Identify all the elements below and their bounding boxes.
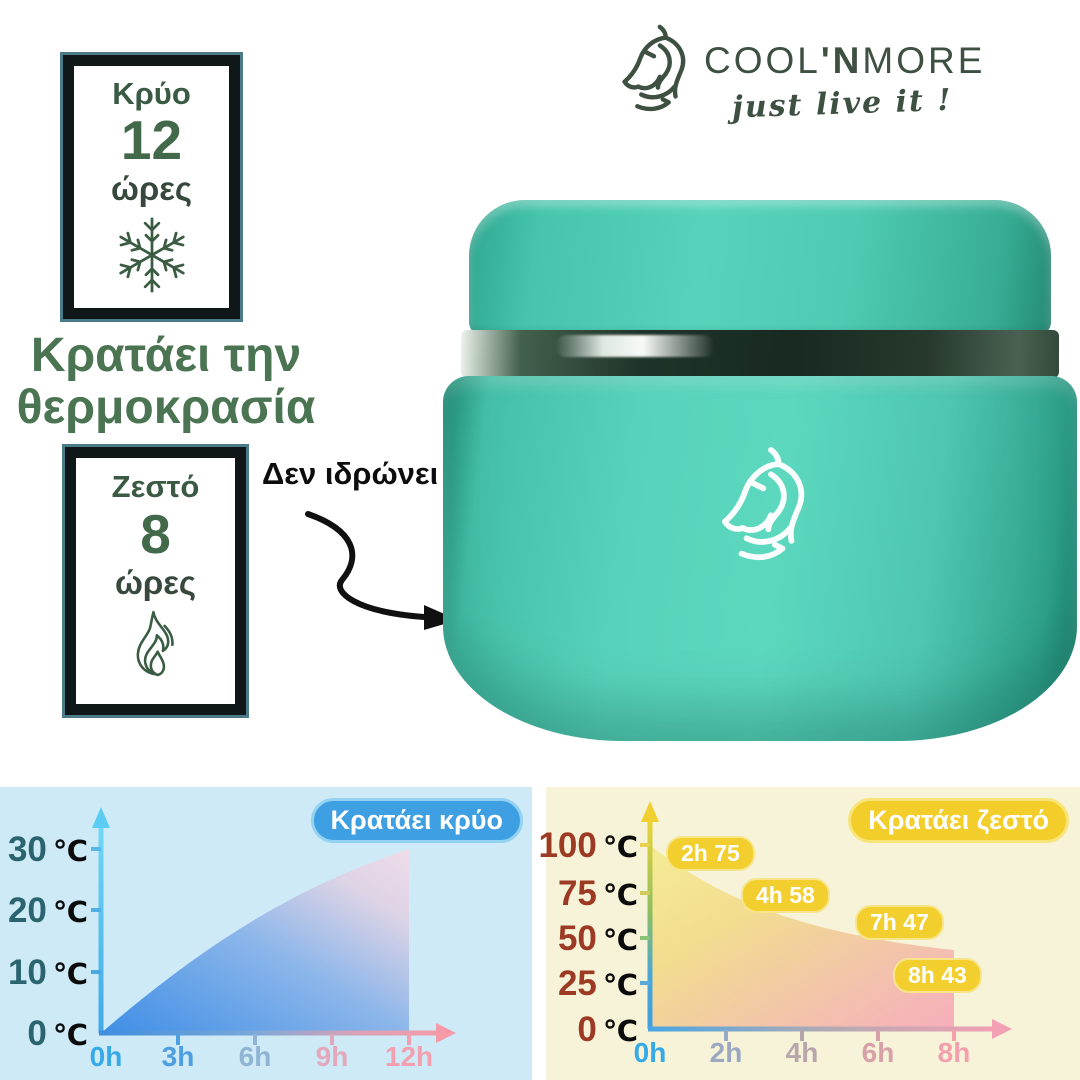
y-tick-50: 50 ℃ xyxy=(557,919,638,958)
y-tick-0: 0 ℃ xyxy=(27,1014,88,1053)
hot-label: Ζεστό xyxy=(111,468,200,504)
data-label-4h: 4h 58 xyxy=(741,878,830,913)
y-tick-75: 75 ℃ xyxy=(557,874,638,913)
x-tick-6h: 6h xyxy=(238,1041,272,1072)
x-tick-4h: 4h xyxy=(785,1037,819,1068)
hot-chart-panel: Κρατάει ζεστό 100 ℃ 75 ℃ 50 ℃ 25 ℃ 0 ℃ 0h 2h … xyxy=(538,787,1080,1080)
cold-hours-unit: ώρες xyxy=(110,169,193,207)
data-label-8h: 8h 43 xyxy=(893,958,982,993)
cold-hours-value: 12 xyxy=(120,109,183,172)
y-tick-10: 10 ℃ xyxy=(7,953,88,992)
x-tick-8h: 8h xyxy=(937,1037,971,1068)
hot-hours-box: Ζεστό 8 ώρες xyxy=(62,444,249,718)
x-tick-0h: 0h xyxy=(633,1037,667,1068)
brand-text: COOL'NMORE just live it ! xyxy=(704,40,986,125)
cold-label: Κρύο xyxy=(112,76,191,112)
horse-head-icon xyxy=(602,20,704,118)
x-tick-6h: 6h xyxy=(861,1037,895,1068)
y-tick-0: 0 ℃ xyxy=(577,1010,638,1049)
x-tick-2h: 2h xyxy=(709,1037,743,1068)
x-tick-12h: 12h xyxy=(384,1041,434,1072)
hot-chart-badge: Κρατάει ζεστό xyxy=(848,798,1069,843)
jar-metal-band xyxy=(461,330,1059,378)
jar-lid xyxy=(469,200,1051,336)
cold-chart-badge: Κρατάει κρύο xyxy=(310,798,523,843)
y-tick-20: 20 ℃ xyxy=(7,891,88,930)
y-tick-100: 100 ℃ xyxy=(538,826,638,865)
headline: Κρατάει την θερμοκρασία xyxy=(0,330,332,434)
x-tick-0h: 0h xyxy=(89,1041,123,1072)
jar-horse-logo-icon xyxy=(698,436,826,574)
y-tick-30: 30 ℃ xyxy=(7,830,88,869)
cold-chart-panel: Κρατάει κρύο 30 ℃ 20 ℃ 10 ℃ 0 ℃ 0h 3h 6h 9h … xyxy=(0,787,532,1080)
x-tick-9h: 9h xyxy=(315,1041,349,1072)
cold-hours-box: Κρύο 12 ώρες xyxy=(60,52,243,322)
hot-chart-plot xyxy=(640,801,1012,1041)
brand-name: COOL'NMORE xyxy=(704,40,986,81)
data-label-7h: 7h 47 xyxy=(855,905,944,940)
curved-arrow xyxy=(305,511,458,630)
snowflake-icon xyxy=(118,217,185,293)
cold-area-series xyxy=(101,849,409,1033)
band-reflection xyxy=(555,335,715,357)
y-tick-25: 25 ℃ xyxy=(557,964,638,1003)
headline-line1: Κρατάει την xyxy=(30,329,302,382)
brand-logo: COOL'NMORE just live it ! xyxy=(602,20,986,125)
hot-hours-unit: ώρες xyxy=(114,564,197,602)
hot-area-series xyxy=(650,845,954,1029)
data-label-2h: 2h 75 xyxy=(666,836,755,871)
cold-chart-plot xyxy=(91,807,456,1045)
flame-icon xyxy=(136,610,174,677)
headline-line2: θερμοκρασία xyxy=(16,380,316,434)
hot-hours-value: 8 xyxy=(140,502,171,565)
food-jar-product xyxy=(443,196,1077,741)
brand-tagline: just live it ! xyxy=(731,82,954,126)
no-sweat-annotation: Δεν ιδρώνει xyxy=(262,456,439,491)
x-tick-3h: 3h xyxy=(161,1041,195,1072)
